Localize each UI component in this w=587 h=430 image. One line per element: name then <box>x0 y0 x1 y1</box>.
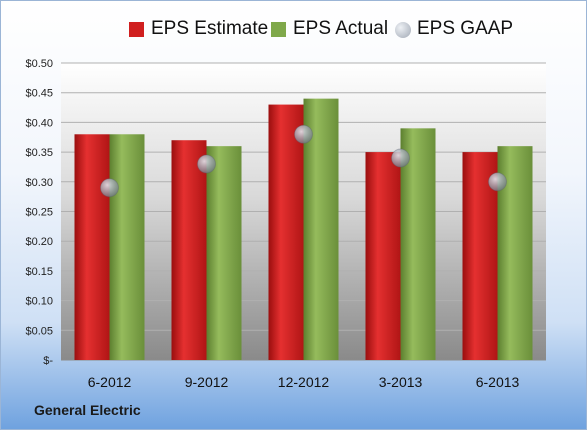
point-eps-gaap <box>294 124 313 144</box>
bar-eps-estimate <box>268 104 304 360</box>
y-tick-label: $0.50 <box>25 58 53 70</box>
x-tick-label: 12-2012 <box>278 374 330 390</box>
y-tick-label: $0.10 <box>25 296 53 308</box>
company-name: General Electric <box>34 402 141 418</box>
x-tick-label: 6-2013 <box>476 374 520 390</box>
legend-label-eps-estimate: EPS Estimate <box>151 18 269 39</box>
y-tick-label: $0.30 <box>25 177 53 189</box>
bar-eps-estimate <box>365 152 401 360</box>
legend-label-eps-actual: EPS Actual <box>293 18 389 39</box>
y-tick-label: $0.20 <box>25 236 53 248</box>
y-tick-label: $0.25 <box>25 207 53 219</box>
bar-eps-actual <box>206 146 242 360</box>
point-eps-gaap <box>197 154 216 174</box>
point-eps-gaap <box>488 172 507 192</box>
legend-label-eps-gaap: EPS GAAP <box>417 18 514 39</box>
y-tick-label: $0.45 <box>25 88 53 100</box>
bar-eps-actual <box>400 128 436 360</box>
y-tick-label: $0.40 <box>25 117 53 129</box>
legend-swatch-eps-estimate <box>129 22 144 37</box>
legend: EPS Estimate EPS Actual EPS GAAP <box>1 1 586 57</box>
legend-swatch-eps-actual <box>271 22 286 37</box>
y-tick-label: $- <box>43 355 53 367</box>
bar-eps-actual <box>109 134 145 360</box>
bar-eps-estimate <box>74 134 110 360</box>
legend-swatch-eps-gaap <box>395 22 411 38</box>
y-tick-label: $0.35 <box>25 147 53 159</box>
point-eps-gaap <box>391 148 410 168</box>
x-tick-label: 6-2012 <box>88 374 132 390</box>
y-tick-label: $0.15 <box>25 266 53 278</box>
y-tick-label: $0.05 <box>25 325 53 337</box>
x-tick-label: 3-2013 <box>379 374 423 390</box>
bar-eps-actual <box>303 98 339 360</box>
bar-eps-estimate <box>171 140 207 360</box>
x-tick-label: 9-2012 <box>185 374 229 390</box>
point-eps-gaap <box>100 178 119 198</box>
